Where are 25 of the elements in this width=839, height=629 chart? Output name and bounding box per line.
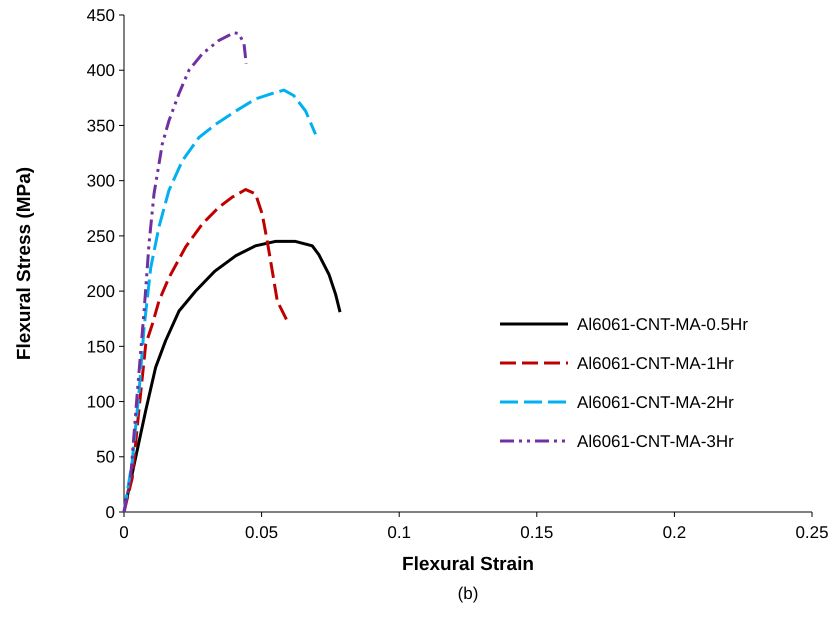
line-series [122, 188, 289, 514]
x-axis-title: Flexural Strain [402, 554, 534, 575]
y-tick-label: 400 [86, 61, 115, 80]
y-tick-label: 0 [106, 502, 115, 522]
legend-label: Al6061-CNT-MA-1Hr [577, 354, 734, 373]
y-tick-label: 300 [86, 172, 115, 191]
legend-label: Al6061-CNT-MA-2Hr [577, 392, 734, 412]
x-tick-label: 0.1 [387, 523, 412, 542]
y-tick-label: 100 [86, 392, 115, 412]
legend-label: Al6061-CNT-MA-0.5Hr [577, 314, 748, 334]
x-tick-label: 0.05 [245, 523, 278, 542]
x-tick-label: 0 [119, 523, 129, 542]
legend-label: Al6061-CNT-MA-3Hr [577, 432, 734, 451]
y-tick-label: 250 [86, 226, 115, 246]
x-tick-label: 0.2 [662, 523, 686, 542]
y-axis-title: Flexural Stress (MPa) [14, 166, 35, 360]
y-tick-label: 200 [86, 282, 115, 302]
y-tick-label: 150 [86, 337, 115, 356]
x-tick-label: 0.15 [520, 523, 554, 542]
y-tick-label: 50 [96, 448, 115, 467]
x-tick-label: 0.25 [795, 523, 829, 542]
y-tick-label: 450 [86, 6, 115, 25]
line-series [122, 31, 248, 514]
y-tick-label: 350 [86, 116, 115, 136]
text: (b) [458, 584, 478, 603]
